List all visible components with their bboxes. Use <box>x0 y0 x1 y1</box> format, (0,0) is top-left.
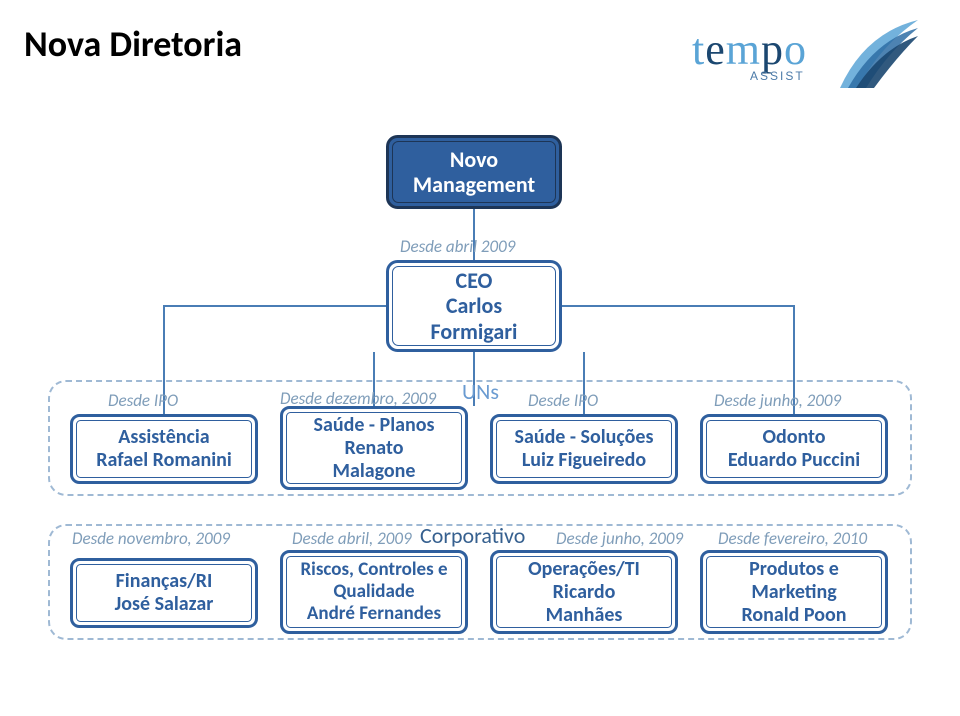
node-odonto: OdontoEduardo Puccini <box>700 414 888 484</box>
node-odonto-date: Desde junho, 2009 <box>714 390 841 411</box>
node-operacoes: Operações/TIRicardoManhães <box>490 550 678 634</box>
node-saude-planos-date: Desde dezembro, 2009 <box>280 388 436 409</box>
slide: Nova Diretoria tempo ASSIST UNs Corporat… <box>0 0 960 716</box>
node-produtos-label: Produtos eMarketingRonald Poon <box>742 558 847 627</box>
node-saude-solucoes-date: Desde IPO <box>528 390 598 411</box>
node-management-label: NovoManagement <box>413 147 535 198</box>
node-ceo-label: CEOCarlosFormigari <box>431 268 518 344</box>
logo-text: tempo <box>692 25 807 74</box>
node-produtos: Produtos eMarketingRonald Poon <box>700 550 888 634</box>
node-riscos-label: Riscos, Controles eQualidadeAndré Fernan… <box>300 559 447 625</box>
node-assistencia-label: AssistênciaRafael Romanini <box>96 426 232 472</box>
node-riscos: Riscos, Controles eQualidadeAndré Fernan… <box>280 550 468 634</box>
node-financas-date: Desde novembro, 2009 <box>72 528 230 549</box>
node-ceo-date: Desde abril 2009 <box>400 236 515 257</box>
node-saude-planos: Saúde - PlanosRenatoMalagone <box>280 406 468 490</box>
node-operacoes-date: Desde junho, 2009 <box>556 528 683 549</box>
node-saude-planos-label: Saúde - PlanosRenatoMalagone <box>314 414 435 483</box>
node-operacoes-label: Operações/TIRicardoManhães <box>528 558 640 627</box>
logo-swoosh <box>840 20 918 88</box>
uns-label: UNs <box>462 378 499 405</box>
node-ceo: CEOCarlosFormigari <box>386 260 562 352</box>
node-odonto-label: OdontoEduardo Puccini <box>728 426 860 472</box>
logo-subtext: ASSIST <box>750 69 805 83</box>
corporativo-label: Corporativo <box>420 522 525 549</box>
brand-logo: tempo ASSIST <box>680 18 920 98</box>
node-financas: Finanças/RIJosé Salazar <box>70 558 258 628</box>
node-produtos-date: Desde fevereiro, 2010 <box>718 528 867 549</box>
node-assistencia: AssistênciaRafael Romanini <box>70 414 258 484</box>
slide-title: Nova Diretoria <box>24 22 242 66</box>
node-financas-label: Finanças/RIJosé Salazar <box>115 570 214 616</box>
node-management: NovoManagement <box>386 135 562 209</box>
node-saude-solucoes: Saúde - SoluçõesLuiz Figueiredo <box>490 414 678 484</box>
node-assistencia-date: Desde IPO <box>108 390 178 411</box>
node-riscos-date: Desde abril, 2009 <box>292 528 412 549</box>
node-saude-solucoes-label: Saúde - SoluçõesLuiz Figueiredo <box>515 426 654 472</box>
